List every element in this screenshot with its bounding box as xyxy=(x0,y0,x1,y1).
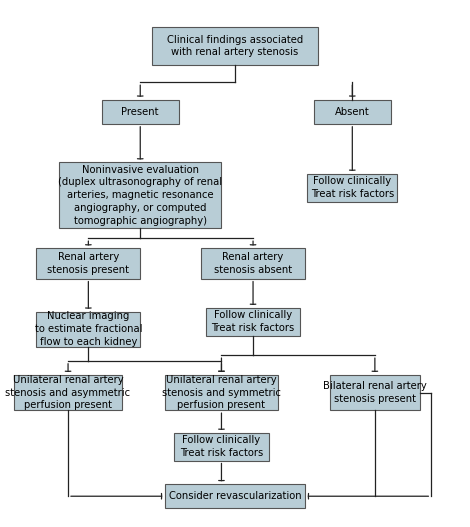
Text: Follow clinically
Treat risk factors: Follow clinically Treat risk factors xyxy=(180,435,263,458)
FancyBboxPatch shape xyxy=(165,375,278,410)
FancyBboxPatch shape xyxy=(201,248,305,279)
FancyBboxPatch shape xyxy=(165,484,305,509)
FancyBboxPatch shape xyxy=(174,433,269,461)
FancyBboxPatch shape xyxy=(330,375,420,410)
Text: Unilateral renal artery
stenosis and symmetric
perfusion present: Unilateral renal artery stenosis and sym… xyxy=(162,375,281,411)
Text: Noninvasive evaluation
(duplex ultrasonography of renal
arteries, magnetic reson: Noninvasive evaluation (duplex ultrasono… xyxy=(58,164,222,226)
Text: Follow clinically
Treat risk factors: Follow clinically Treat risk factors xyxy=(311,176,394,199)
Text: Unilateral renal artery
stenosis and asymmetric
perfusion present: Unilateral renal artery stenosis and asy… xyxy=(6,375,131,411)
FancyBboxPatch shape xyxy=(206,308,300,336)
Text: Follow clinically
Treat risk factors: Follow clinically Treat risk factors xyxy=(212,310,295,333)
FancyBboxPatch shape xyxy=(37,248,140,279)
Text: Bilateral renal artery
stenosis present: Bilateral renal artery stenosis present xyxy=(323,381,427,404)
Text: Present: Present xyxy=(122,107,159,116)
Text: Absent: Absent xyxy=(335,107,370,116)
Text: Renal artery
stenosis present: Renal artery stenosis present xyxy=(47,252,129,275)
Text: Consider revascularization: Consider revascularization xyxy=(169,491,301,501)
FancyBboxPatch shape xyxy=(14,375,122,410)
FancyBboxPatch shape xyxy=(59,162,221,228)
Text: Nuclear imaging
to estimate fractional
flow to each kidney: Nuclear imaging to estimate fractional f… xyxy=(35,311,142,347)
FancyBboxPatch shape xyxy=(37,311,140,347)
FancyBboxPatch shape xyxy=(151,27,319,65)
FancyBboxPatch shape xyxy=(102,100,179,124)
Text: Renal artery
stenosis absent: Renal artery stenosis absent xyxy=(214,252,292,275)
FancyBboxPatch shape xyxy=(314,100,391,124)
FancyBboxPatch shape xyxy=(307,174,398,201)
Text: Clinical findings associated
with renal artery stenosis: Clinical findings associated with renal … xyxy=(167,35,303,57)
